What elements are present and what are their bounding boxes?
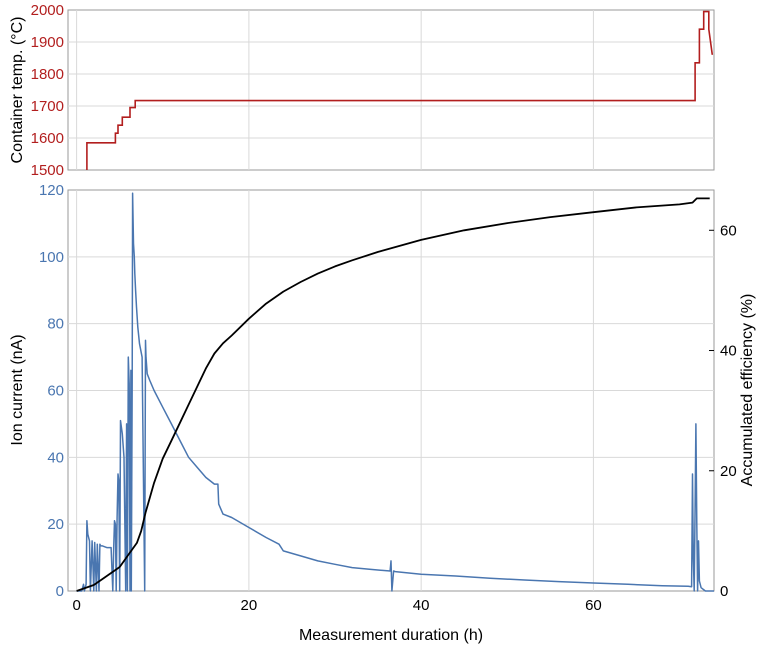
ion-current-tick-label: 80 bbox=[47, 316, 64, 333]
ion-current-line bbox=[76, 192, 714, 592]
ion-current-tick-label: 40 bbox=[47, 449, 64, 466]
temperature-tick-label: 1900 bbox=[31, 34, 64, 51]
efficiency-tick-label: 0 bbox=[720, 583, 728, 600]
x-axis-label: Measurement duration (h) bbox=[299, 627, 483, 644]
temperature-tick-label: 1500 bbox=[31, 162, 64, 179]
ion-current-tick-label: 60 bbox=[47, 383, 64, 400]
temperature-plot-frame bbox=[67, 9, 715, 171]
efficiency-axis-label: Accumulated efficiency (%) bbox=[739, 294, 756, 487]
ion-current-panel: 0 20 40 60 0 20 40 60 80 100 120 0 20 40 60 bbox=[39, 182, 737, 614]
efficiency-tick-label: 20 bbox=[720, 463, 737, 480]
temperature-tick-label: 1700 bbox=[31, 98, 64, 115]
x-tick-label: 0 bbox=[72, 597, 80, 614]
ion-current-axis-label: Ion current (nA) bbox=[9, 334, 26, 445]
temperature-tick-label: 2000 bbox=[31, 2, 64, 19]
ion-current-tick-label: 0 bbox=[56, 583, 64, 600]
temperature-line bbox=[86, 10, 714, 170]
temperature-axis-label: Container temp. (°C) bbox=[9, 17, 26, 164]
efficiency-tick-label: 60 bbox=[720, 222, 737, 239]
efficiency-line bbox=[76, 197, 710, 592]
temperature-tick-label: 1800 bbox=[31, 66, 64, 83]
ion-current-tick-label: 20 bbox=[47, 516, 64, 533]
efficiency-tick-label: 40 bbox=[720, 343, 737, 360]
ion-current-tick-label: 100 bbox=[39, 249, 64, 266]
x-tick-label: 20 bbox=[241, 597, 258, 614]
temperature-tick-label: 1600 bbox=[31, 130, 64, 147]
x-tick-label: 60 bbox=[585, 597, 602, 614]
temperature-panel: 1500 1600 1700 1800 1900 2000 bbox=[31, 2, 715, 179]
ion-current-tick-label: 120 bbox=[39, 182, 64, 199]
x-tick-label: 40 bbox=[413, 597, 430, 614]
